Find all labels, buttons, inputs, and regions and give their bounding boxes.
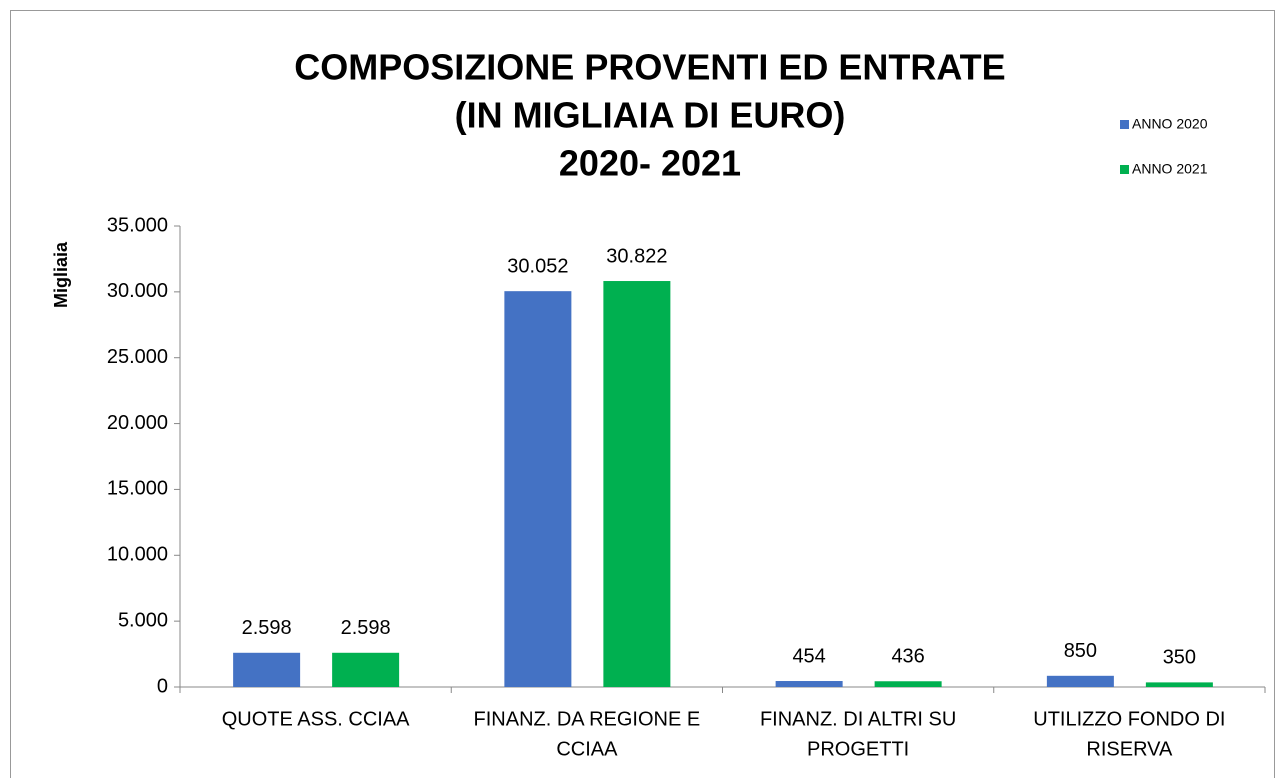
- legend-label: ANNO 2020: [1132, 116, 1208, 132]
- value-label: 350: [1163, 647, 1196, 669]
- chart-title: COMPOSIZIONE PROVENTI ED ENTRATE: [294, 47, 1005, 88]
- chart-title: 2020- 2021: [559, 143, 741, 184]
- x-tick-label: UTILIZZO FONDO DI: [1033, 708, 1225, 730]
- y-axis-label: Migliaia: [51, 241, 71, 308]
- x-tick-label: FINANZ. DI ALTRI SU: [760, 708, 956, 730]
- y-tick-label: 0: [157, 675, 168, 697]
- x-tick-label: CCIAA: [556, 738, 618, 760]
- legend-swatch: [1120, 165, 1129, 174]
- value-label: 2.598: [242, 617, 292, 639]
- value-label: 30.822: [606, 245, 667, 267]
- value-label: 2.598: [341, 617, 391, 639]
- bar: [603, 281, 671, 687]
- y-tick-label: 10.000: [107, 544, 168, 566]
- bar: [874, 681, 942, 687]
- bar: [1046, 675, 1114, 687]
- x-tick-label: PROGETTI: [807, 738, 909, 760]
- bar: [504, 291, 572, 687]
- y-tick-label: 5.000: [118, 609, 168, 631]
- y-tick-label: 35.000: [107, 214, 168, 236]
- bar: [332, 652, 400, 687]
- bar: [1145, 682, 1213, 687]
- value-label: 454: [792, 645, 825, 667]
- x-tick-label: RISERVA: [1086, 738, 1173, 760]
- y-tick-label: 25.000: [107, 346, 168, 368]
- x-tick-label: FINANZ. DA REGIONE E: [474, 708, 701, 730]
- y-tick-label: 15.000: [107, 478, 168, 500]
- bar: [233, 652, 301, 687]
- bar: [775, 681, 843, 687]
- y-tick-label: 20.000: [107, 412, 168, 434]
- y-tick-label: 30.000: [107, 280, 168, 302]
- value-label: 436: [891, 646, 924, 668]
- chart-title: (IN MIGLIAIA DI EURO): [455, 95, 846, 136]
- x-tick-label: QUOTE ASS. CCIAA: [222, 708, 410, 730]
- legend-label: ANNO 2021: [1132, 161, 1208, 177]
- value-label: 850: [1064, 640, 1097, 662]
- legend-swatch: [1120, 120, 1129, 129]
- value-label: 30.052: [507, 255, 568, 277]
